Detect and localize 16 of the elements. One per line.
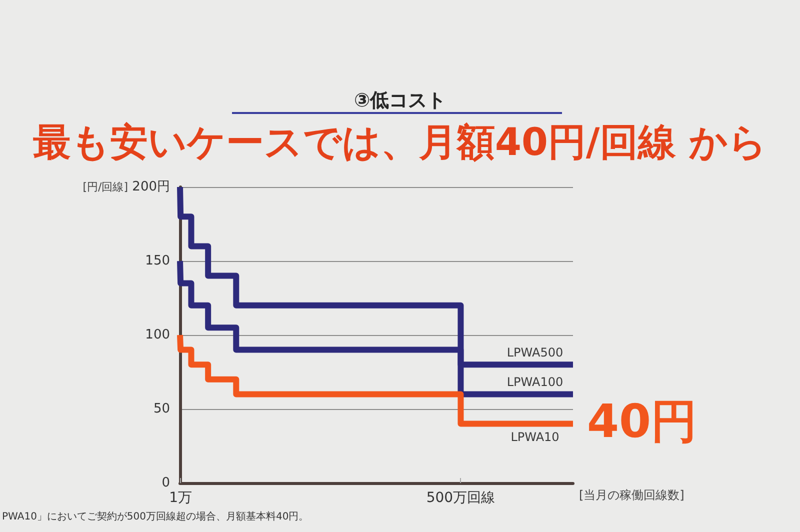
series-label: LPWA500 [506,346,564,360]
x-axis-title: [当月の稼働回線数] [579,488,684,502]
y-tick-label: 200円 [132,180,170,194]
annotation: 40円 [587,394,698,448]
x-tick-label: 500万回線 [426,490,496,506]
y-tick-label: 50 [153,402,170,416]
y-tick-label: 100 [145,328,170,342]
x-tick-label: 1万 [169,490,192,506]
y-tick-label: 0 [162,476,170,490]
y-axis-title: [円/回線] [82,180,128,194]
series-label: LPWA10 [510,430,560,444]
chart-title: ③低コスト [354,90,446,112]
series-label: LPWA100 [506,375,564,390]
text: PWA10」においてご契約が500万回線超の場合、月額基本料40円。 [2,510,309,522]
y-tick-label: 150 [145,254,170,268]
chart-subtitle: 最も安いケースでは、月額40円/回線 から [33,120,767,164]
